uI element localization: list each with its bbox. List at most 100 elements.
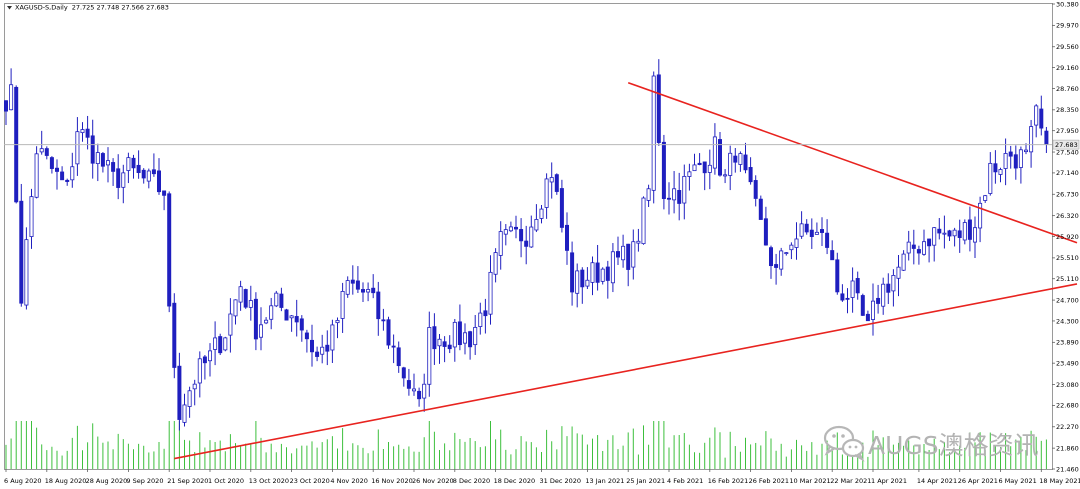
candle-down <box>253 298 258 340</box>
candle-down <box>100 153 105 167</box>
x-tick-label: 21 Sep 2020 <box>167 477 208 485</box>
y-tick-label: 21.860 <box>1056 444 1079 452</box>
candle-down <box>845 297 850 300</box>
candle-down <box>595 262 600 283</box>
x-tick-label: 28 Aug 2020 <box>86 477 128 485</box>
volume-bars <box>5 421 1047 469</box>
candle-up <box>289 315 294 319</box>
candle-up <box>340 291 345 319</box>
candle-up <box>34 153 39 198</box>
candle-up <box>906 241 911 254</box>
candle-up <box>641 197 646 245</box>
candle-down <box>865 313 870 322</box>
x-tick-label: 14 Apr 2021 <box>917 477 957 485</box>
candle-up <box>983 195 988 201</box>
candle-down <box>279 293 284 308</box>
trendlines <box>174 81 1078 460</box>
y-tick-label: 30.380 <box>1056 0 1079 8</box>
candle-down <box>151 169 156 175</box>
candle-up <box>651 75 656 191</box>
candle-down <box>993 163 998 173</box>
candle-down <box>156 170 161 193</box>
candle-down <box>202 356 207 364</box>
candle-down <box>835 259 840 293</box>
candle-up <box>687 171 692 177</box>
candle-down <box>483 310 488 317</box>
candle-down <box>141 169 146 179</box>
y-tick-label: 23.490 <box>1056 359 1079 367</box>
candle-down <box>468 331 473 348</box>
candle-up <box>488 271 493 315</box>
chart-title: XAGUSD-S,Daily 27.725 27.748 27.566 27.68… <box>15 4 169 12</box>
y-tick-label: 27.950 <box>1056 127 1079 135</box>
candle-down <box>162 190 167 196</box>
candle-down <box>656 74 661 143</box>
candle-down <box>111 162 116 172</box>
candle-down <box>294 316 299 323</box>
y-tick-label: 27.540 <box>1056 148 1079 156</box>
candle-up <box>1029 126 1034 153</box>
candle-up <box>121 172 126 188</box>
trendline-lower-support[interactable] <box>174 283 1078 460</box>
candle-up <box>493 252 498 275</box>
candle-down <box>702 161 707 174</box>
candle-down <box>396 347 401 367</box>
x-tick-label: 18 Dec 2020 <box>494 477 536 485</box>
candle-up <box>692 164 697 172</box>
candle-down <box>758 198 763 220</box>
candle-down <box>172 302 177 368</box>
candle-up <box>723 174 728 177</box>
candle-down <box>967 219 972 240</box>
candle-down <box>957 230 962 238</box>
candle-up <box>498 231 503 256</box>
x-tick-label: 13 Jan 2021 <box>585 477 624 485</box>
candle-down <box>514 226 519 230</box>
candle-down <box>580 269 585 288</box>
y-tick-label: 27.140 <box>1056 169 1079 177</box>
candle-down <box>626 243 631 270</box>
y-tick-label: 24.700 <box>1056 296 1079 304</box>
candle-down <box>570 252 575 293</box>
candle-down <box>309 339 314 353</box>
x-tick-label: 6 May 2021 <box>999 477 1037 485</box>
y-tick-label: 21.460 <box>1056 465 1079 473</box>
x-tick-label: 23 Oct 2020 <box>290 477 330 485</box>
candle-up <box>95 152 100 164</box>
candle-down <box>457 321 462 346</box>
candle-up <box>126 157 131 171</box>
x-tick-label: 4 Feb 2021 <box>667 477 703 485</box>
candle-down <box>417 390 422 400</box>
candle-down <box>304 332 309 340</box>
x-tick-label: 10 Mar 2021 <box>789 477 830 485</box>
x-tick-label: 25 Jan 2021 <box>626 477 665 485</box>
candle-down <box>381 319 386 322</box>
candlesticks <box>4 59 1049 431</box>
candle-up <box>712 136 717 169</box>
candle-down <box>65 179 70 182</box>
candle-up <box>998 169 1003 175</box>
candle-down <box>916 249 921 254</box>
trendline-upper-resistance[interactable] <box>627 81 1078 244</box>
candle-up <box>478 312 483 327</box>
candle-up <box>320 346 325 355</box>
candle-up <box>814 231 819 235</box>
candle-up <box>462 332 467 344</box>
candle-up <box>891 275 896 292</box>
candle-down <box>284 309 289 321</box>
candle-down <box>860 295 865 316</box>
candle-up <box>646 188 651 201</box>
x-tick-label: 26 Nov 2020 <box>412 477 454 485</box>
candle-up <box>80 129 85 134</box>
chart-symbol: XAGUSD-S,Daily <box>15 4 68 12</box>
candle-up <box>223 337 228 351</box>
y-tick-label: 28.760 <box>1056 85 1079 93</box>
candle-up <box>274 292 279 307</box>
candle-down <box>371 287 376 294</box>
candle-up <box>182 404 187 423</box>
candle-up <box>901 253 906 271</box>
candle-down <box>167 193 172 307</box>
candle-down <box>243 289 248 308</box>
candle-up <box>789 244 794 251</box>
